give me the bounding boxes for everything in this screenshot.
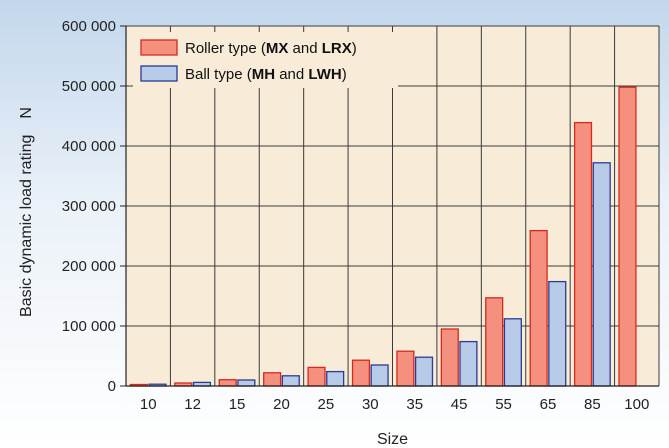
bar-roller-type-85: [573, 121, 593, 387]
x-tick-label: 25: [318, 396, 335, 413]
legend-swatch: [140, 39, 178, 56]
bar-ball-type-85: [592, 162, 611, 387]
axes: [120, 25, 659, 387]
x-tick-label: 65: [540, 396, 557, 413]
bar-roller-type-15: [218, 379, 237, 387]
x-tick-label: 85: [584, 396, 601, 413]
legend-label: Roller type (MX and LRX): [185, 40, 357, 57]
legend: Roller type (MX and LRX) Ball type (MH an…: [133, 32, 398, 88]
y-tick-label: 100 000: [62, 318, 116, 335]
bar-roller-type-65: [529, 229, 548, 387]
y-tick-label: 400 000: [62, 138, 116, 155]
bar-roller-type-30: [351, 359, 371, 387]
x-axis-title: Size: [377, 431, 408, 448]
x-tick-label: 10: [140, 396, 157, 413]
bars: [129, 86, 637, 387]
x-tick-label: 30: [362, 396, 379, 413]
bar-roller-type-20: [263, 372, 282, 387]
bar-ball-type-20: [281, 375, 300, 387]
bar-roller-type-35: [396, 350, 415, 387]
bar-ball-type-35: [414, 356, 434, 387]
y-axis-title: Basic dynamic load rating N: [18, 107, 35, 317]
y-tick-label: 600 000: [62, 18, 116, 35]
bar-ball-type-15: [237, 379, 256, 387]
x-tick-label: 45: [451, 396, 468, 413]
x-tick-label: 12: [184, 396, 201, 413]
x-tick-label: 100: [624, 396, 649, 413]
bar-roller-type-45: [440, 328, 459, 387]
legend-label: Ball type (MH and LWH): [185, 66, 347, 83]
bar-ball-type-45: [459, 340, 478, 387]
y-tick-label: 200 000: [62, 258, 116, 275]
bar-ball-type-25: [326, 370, 345, 387]
x-tick-label: 15: [229, 396, 246, 413]
y-tick-label: 500 000: [62, 78, 116, 95]
x-tick-label: 35: [406, 396, 423, 413]
bar-ball-type-55: [503, 318, 522, 387]
bar-ball-type-65: [548, 280, 567, 387]
x-tick-label: 20: [273, 396, 290, 413]
x-tick-label: 55: [495, 396, 512, 413]
bar-ball-type-30: [370, 364, 389, 387]
y-tick-label: 300 000: [62, 198, 116, 215]
bar-roller-type-25: [307, 366, 326, 387]
bar-roller-type-100: [618, 86, 637, 387]
y-tick-label: 0: [108, 378, 116, 395]
tick-labels: 0 100 000 200 000 300 000 400 000 500 000 600 …: [62, 18, 650, 413]
bar-roller-type-55: [485, 297, 504, 387]
legend-swatch: [140, 65, 178, 82]
